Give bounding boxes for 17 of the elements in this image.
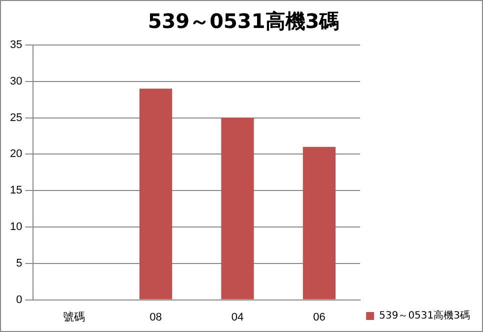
y-tick-label: 15 [10, 184, 22, 197]
x-tick-label: 號碼 [63, 311, 86, 324]
y-tick-label: 10 [10, 221, 22, 234]
bar [302, 146, 336, 300]
bar [139, 88, 172, 300]
y-tick-label: 0 [16, 294, 22, 306]
y-tick-label: 20 [10, 148, 22, 160]
chart-title: 539～0531高機3碼 [148, 9, 340, 34]
y-tick-label: 30 [10, 75, 22, 88]
x-tick-label: 08 [150, 311, 162, 324]
y-tick-label: 35 [10, 39, 22, 52]
y-tick-label: 25 [10, 112, 22, 124]
x-tick-label: 06 [313, 311, 326, 324]
x-tick-label: 04 [231, 311, 244, 324]
y-tick-label: 5 [16, 257, 22, 270]
legend-label: 539～0531高機3碼 [379, 310, 470, 322]
bar [221, 118, 254, 300]
